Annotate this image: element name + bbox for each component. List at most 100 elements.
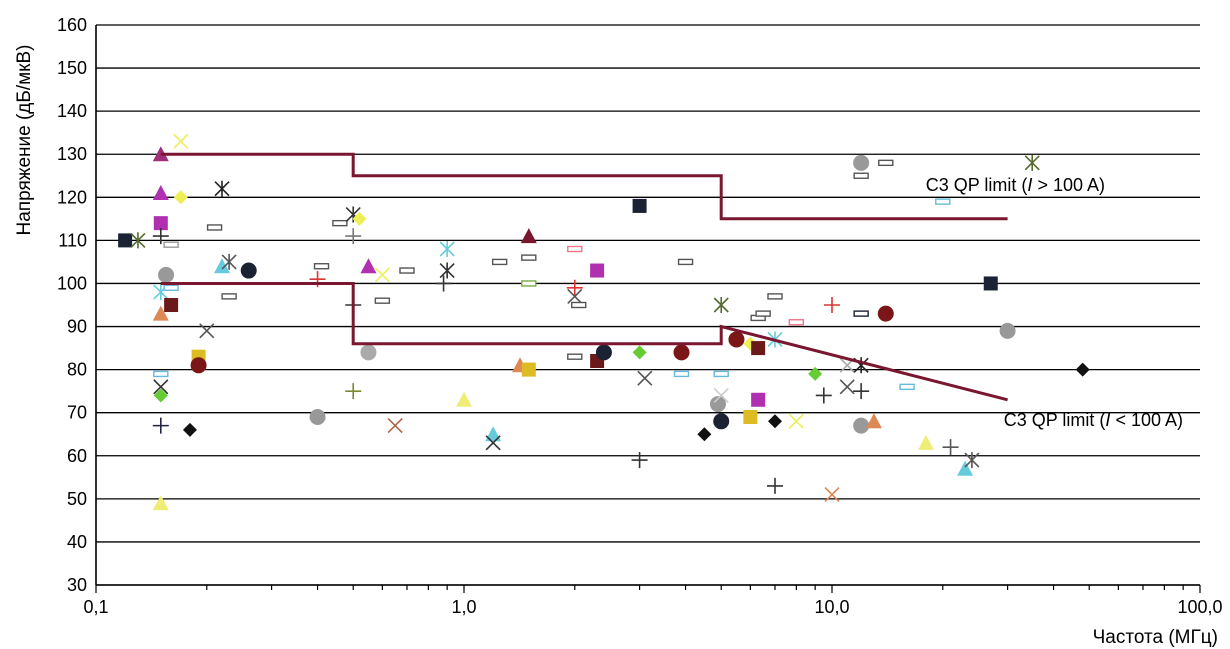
data-point-dash	[163, 241, 179, 248]
data-point-star	[130, 232, 146, 249]
data-point-plus	[152, 417, 169, 434]
data-point-dash	[313, 263, 330, 270]
data-point-diamond	[352, 211, 367, 226]
data-point-circle	[853, 417, 870, 434]
data-point-x	[788, 413, 804, 429]
data-point-dash	[163, 284, 179, 291]
data-point-diamond	[808, 366, 823, 381]
data-point-star	[439, 262, 455, 279]
grid-lines	[96, 24, 1200, 586]
data-point-dash	[878, 159, 894, 167]
data-point-dash	[332, 219, 348, 227]
data-point-square	[743, 410, 758, 424]
y-tick-label: 110	[58, 230, 87, 250]
data-point-star	[439, 241, 455, 257]
limit-label-2: C3 QP limit (I < 100 A)	[1004, 410, 1183, 430]
data-point-dash	[567, 245, 583, 253]
data-point-plus	[566, 279, 583, 296]
data-point-circle	[240, 262, 257, 279]
data-point-circle	[728, 331, 745, 348]
x-tick-label: 10,0	[814, 597, 849, 617]
data-point-circle	[190, 357, 207, 374]
x-tick-labels: 0,1 1,0 10,0 100,0	[83, 597, 1222, 617]
limit-label-part: C3 QP limit (	[1004, 410, 1106, 430]
data-point-star	[214, 180, 230, 197]
data-point-diamond	[697, 427, 712, 442]
data-points	[118, 133, 1090, 511]
data-point-x	[153, 379, 169, 395]
data-point-circle	[309, 409, 326, 425]
data-point-x	[374, 267, 390, 283]
data-point-triangle	[214, 258, 231, 274]
data-point-dash	[673, 370, 690, 378]
data-point-dash	[935, 198, 951, 205]
data-point-dash	[374, 297, 391, 304]
data-point-dash	[677, 258, 694, 266]
data-point-dash	[521, 254, 537, 261]
data-point-triangle	[520, 228, 537, 244]
data-point-plus	[435, 275, 452, 292]
data-point-dash	[713, 370, 729, 378]
axes	[95, 25, 1201, 593]
data-point-triangle	[360, 258, 377, 274]
limit-line-1	[160, 152, 1008, 221]
data-point-triangle	[152, 305, 169, 321]
data-point-dash	[206, 224, 223, 231]
data-point-dash	[521, 280, 537, 287]
data-point-dash	[788, 319, 805, 326]
limit-label-part: I	[1027, 175, 1032, 195]
y-tick-label: 50	[67, 489, 87, 509]
x-axis-label: Частота (МГц)	[1093, 627, 1218, 648]
data-point-plus	[824, 297, 840, 313]
y-tick-label: 80	[67, 360, 87, 380]
limit-label-part: C3 QP limit (	[926, 175, 1028, 195]
data-point-plus	[345, 383, 362, 400]
y-tick-label: 40	[67, 532, 87, 552]
y-tick-label: 160	[57, 15, 87, 35]
data-point-square	[153, 216, 168, 231]
data-point-diamond	[767, 414, 782, 429]
x-tick-label: 1,0	[451, 597, 476, 617]
data-point-triangle	[456, 391, 472, 407]
data-point-dash	[399, 267, 415, 274]
data-point-plus	[815, 387, 832, 404]
data-point-triangle	[152, 185, 169, 200]
data-point-circle	[158, 266, 175, 283]
limit-label-part: I	[1105, 410, 1110, 430]
data-point-dash	[571, 301, 587, 309]
y-tick-labels: 30 40 50 60 70 80 90 100 110 120 130 140 150 160	[57, 15, 87, 595]
limit-label-part: < 100 A)	[1110, 410, 1183, 430]
data-point-circle	[709, 396, 726, 413]
data-point-x	[485, 435, 501, 451]
y-axis-label: Напряжение (дБ/мкВ)	[14, 45, 35, 236]
data-point-diamond	[1075, 362, 1090, 377]
data-point-dash	[755, 310, 771, 317]
data-point-circle	[999, 322, 1016, 339]
data-point-square	[751, 392, 766, 407]
x-tick-label: 0,1	[83, 597, 108, 617]
limit-label-part: > 100 A)	[1032, 175, 1105, 195]
data-point-triangle	[957, 460, 974, 476]
y-tick-label: 100	[57, 273, 87, 293]
data-point-circle	[853, 154, 870, 171]
data-point-circle	[877, 305, 894, 322]
data-point-triangle	[152, 495, 169, 511]
data-point-circle	[673, 344, 690, 361]
y-tick-label: 140	[57, 101, 87, 121]
data-point-plus	[942, 439, 959, 456]
data-point-triangle	[917, 434, 934, 450]
data-point-diamond	[632, 345, 647, 360]
data-point-diamond	[182, 422, 197, 437]
limit-line-2	[160, 282, 1008, 402]
data-point-triangle	[485, 426, 502, 442]
data-point-x	[567, 288, 583, 304]
data-point-square	[521, 362, 536, 377]
data-point-diamond	[173, 190, 188, 205]
data-point-x	[839, 379, 855, 395]
x-tick-label: 100,0	[1177, 597, 1222, 617]
data-point-plus	[766, 477, 783, 494]
data-point-dash	[153, 370, 169, 378]
data-point-star	[221, 253, 237, 270]
data-point-star	[964, 452, 980, 469]
